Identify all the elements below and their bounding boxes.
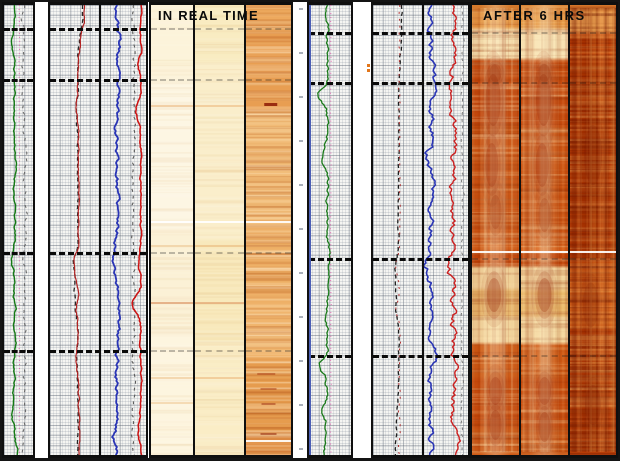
- depth-marker-line: [373, 82, 468, 85]
- depth-marker-line: [521, 32, 568, 34]
- track-resistivity-left: [48, 2, 148, 458]
- depth-marker-line: [570, 32, 616, 34]
- depth-marker-line: [4, 79, 33, 82]
- depth-marker-line: [309, 82, 351, 85]
- image-track-6h-2: [519, 2, 568, 458]
- track-canvas: [4, 5, 33, 455]
- panel-title-real-time: IN REAL TIME: [158, 8, 259, 23]
- depth-marker-line: [521, 355, 568, 357]
- depth-marker-line: [4, 350, 33, 353]
- depth-marker-line: [521, 258, 568, 260]
- gap-annotation-marks: [367, 64, 371, 73]
- depth-marker-line: [151, 350, 193, 352]
- image-track-rt-1: [149, 2, 193, 458]
- depth-marker-line: [246, 252, 291, 254]
- depth-marker-line: [50, 28, 146, 31]
- image-track-rt-2: [193, 2, 244, 458]
- depth-marker-line: [373, 258, 468, 261]
- depth-marker-line: [50, 252, 146, 255]
- track-canvas: [570, 5, 616, 455]
- depth-marker-line: [472, 82, 519, 84]
- depth-marker-line: [50, 350, 146, 353]
- image-track-rt-3: [244, 2, 293, 458]
- depth-marker-line: [195, 252, 244, 254]
- track-resistivity-right: [371, 2, 470, 458]
- depth-marker-line: [195, 79, 244, 81]
- depth-marker-line: [151, 28, 193, 30]
- depth-marker-line: [50, 79, 146, 82]
- depth-marker-line: [151, 79, 193, 81]
- depth-marker-line: [4, 252, 33, 255]
- depth-marker-line: [521, 82, 568, 84]
- depth-marker-line: [570, 82, 616, 84]
- depth-marker-line: [373, 32, 468, 35]
- panel-title-after-6-hrs: AFTER 6 HRS: [483, 8, 586, 23]
- track-canvas: [373, 5, 468, 455]
- depth-marker-line: [309, 355, 351, 358]
- depth-marker-line: [151, 252, 193, 254]
- track-canvas: [472, 5, 519, 455]
- depth-marker-line: [246, 79, 291, 81]
- depth-marker-line: [195, 28, 244, 30]
- track-correlation-right: [307, 2, 353, 458]
- image-track-6h-1: [470, 2, 519, 458]
- depth-marker-line: [570, 355, 616, 357]
- image-track-6h-3: [568, 2, 618, 458]
- depth-marker-line: [373, 355, 468, 358]
- depth-marker-line: [472, 355, 519, 357]
- depth-marker-line: [472, 32, 519, 34]
- blue-track-edge-line: [309, 5, 311, 455]
- depth-marker-line: [309, 258, 351, 261]
- depth-marker-line: [246, 28, 291, 30]
- track-canvas: [521, 5, 568, 455]
- depth-marker-line: [195, 350, 244, 352]
- track-divider: [422, 5, 424, 455]
- depth-marker-line: [570, 258, 616, 260]
- inter-panel-depth-ticks: [299, 8, 303, 456]
- track-divider: [99, 5, 101, 455]
- track-canvas: [246, 5, 291, 455]
- depth-marker-line: [472, 258, 519, 260]
- track-canvas: [50, 5, 146, 455]
- track-correlation-left: [2, 2, 35, 458]
- track-canvas: [195, 5, 244, 455]
- track-canvas: [151, 5, 193, 455]
- depth-marker-line: [309, 32, 351, 35]
- depth-marker-line: [246, 350, 291, 352]
- track-canvas: [309, 5, 351, 455]
- depth-marker-line: [4, 28, 33, 31]
